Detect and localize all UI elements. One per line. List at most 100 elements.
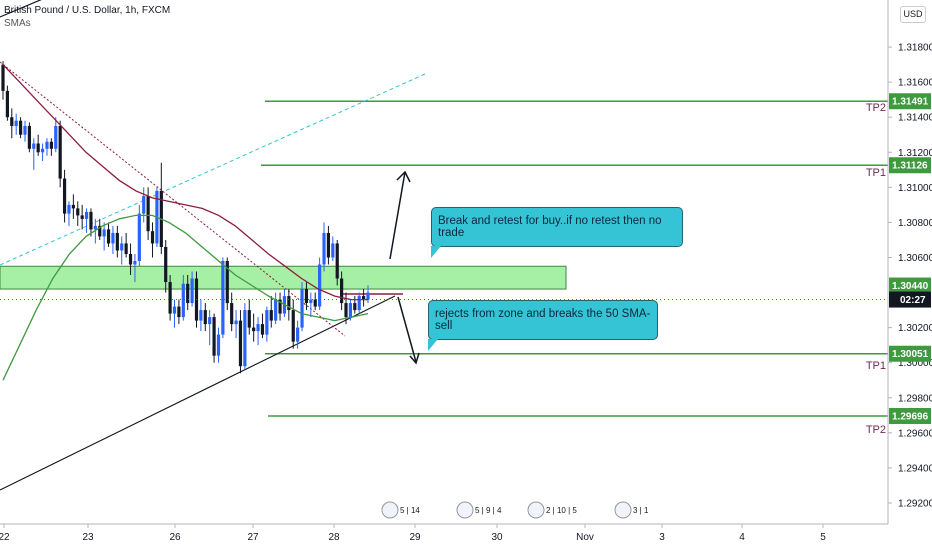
candle-body xyxy=(247,310,251,328)
current-price-tag-bg xyxy=(889,291,931,308)
candle-body xyxy=(296,327,300,342)
sell-note-callout: rejects from zone and breaks the 50 SMA-… xyxy=(428,300,658,351)
upper-trend-line xyxy=(0,0,42,18)
candle-body xyxy=(49,141,53,149)
candle-body xyxy=(318,264,322,307)
candle-body xyxy=(348,303,353,318)
indicator-label: SMAs xyxy=(4,18,31,29)
support-resistance-zone xyxy=(0,265,567,290)
price-tag-label: 1.29696 xyxy=(892,411,929,422)
candle-body xyxy=(326,232,331,258)
event-badge[interactable]: 5 | 14 xyxy=(381,501,420,519)
candle-body xyxy=(230,303,234,325)
candle-body xyxy=(353,303,357,311)
event-badge[interactable]: 3 | 1 xyxy=(614,501,649,519)
symbol-title: British Pound / U.S. Dollar, 1h, FXCM xyxy=(4,5,171,16)
candle-body xyxy=(93,225,97,230)
price-tag-label: 1.31126 xyxy=(892,161,928,172)
candle-body xyxy=(172,306,177,314)
candle-body xyxy=(256,324,260,332)
candle-body xyxy=(260,324,265,335)
candle-body xyxy=(76,208,80,216)
candle-body xyxy=(124,243,128,254)
price-tick-label: 1.31200 xyxy=(898,148,932,159)
candle-body xyxy=(357,296,361,311)
candle-body xyxy=(252,327,256,332)
candle-body xyxy=(18,120,23,135)
down-arrow-head xyxy=(409,352,420,365)
event-badge-icon xyxy=(381,501,399,519)
target-level-label: TP1 xyxy=(866,360,886,372)
candle-body xyxy=(54,125,58,149)
target-level-label: TP1 xyxy=(866,167,886,179)
candle-body xyxy=(27,125,31,149)
candle-body xyxy=(186,283,190,304)
candle-body xyxy=(269,310,273,321)
event-badge-label: 5 | 14 xyxy=(400,506,420,515)
candle-body xyxy=(216,334,221,356)
price-tick-label: 1.31400 xyxy=(898,113,932,124)
candle-body xyxy=(128,253,133,265)
drawing-tools xyxy=(0,0,888,491)
candle-body xyxy=(225,260,229,304)
time-tick-label: 22 xyxy=(0,532,10,543)
channel-dashed-line xyxy=(0,73,426,266)
candle-body xyxy=(58,125,62,179)
candle-body xyxy=(5,90,9,118)
event-badge-icon xyxy=(614,501,632,519)
rising-trend-line xyxy=(0,295,396,491)
sma-slow-line xyxy=(2,214,369,381)
time-tick-label: 23 xyxy=(82,532,94,543)
time-tick-label: Nov xyxy=(576,532,594,543)
event-badge-label: 5 | 9 | 4 xyxy=(475,506,502,515)
price-tag-bg xyxy=(889,93,931,110)
candle-body xyxy=(14,120,18,126)
candle-body xyxy=(23,125,27,135)
time-axis-bg xyxy=(0,524,932,550)
candle-body xyxy=(164,246,168,283)
candle-body xyxy=(221,260,225,335)
time-axis[interactable]: 22 23 26 27 28 29 30 Nov 3 4 5 xyxy=(0,523,932,550)
candle-body xyxy=(199,310,203,321)
price-tick-label: 1.31800 xyxy=(898,43,932,54)
event-badge[interactable]: 5 | 9 | 4 xyxy=(456,501,502,519)
current-price-tag-label: 02:27 xyxy=(900,295,926,306)
event-badge-label: 3 | 1 xyxy=(633,506,649,515)
candle-body xyxy=(212,317,216,356)
candle-body xyxy=(45,141,49,149)
price-axis[interactable]: 1.31800 1.31600 1.31400 1.31200 1.31000 1.308… xyxy=(887,0,932,550)
candle-body xyxy=(142,196,146,214)
event-badge-icon xyxy=(456,501,474,519)
zone-tag-label: 1.30440 xyxy=(892,281,929,292)
price-axis-bg xyxy=(888,0,932,550)
candle-body xyxy=(278,299,282,314)
time-tick-label: 3 xyxy=(659,532,665,543)
candle-body xyxy=(238,320,243,367)
time-tick-label: 29 xyxy=(409,532,421,543)
candle-body xyxy=(177,306,181,318)
price-tick-label: 1.29200 xyxy=(898,498,932,509)
target-level-label: TP2 xyxy=(866,102,886,114)
candle-body xyxy=(67,204,71,214)
candle-body xyxy=(84,211,89,219)
candle-body xyxy=(243,310,247,367)
candle-body xyxy=(168,282,172,314)
candle-body xyxy=(234,320,238,325)
price-tag-bg xyxy=(889,345,931,362)
currency-button[interactable]: USD xyxy=(900,6,926,23)
candle-body xyxy=(344,303,348,318)
candle-body xyxy=(137,213,141,261)
candle-body xyxy=(71,204,75,209)
price-tick-label: 1.30000 xyxy=(898,358,932,369)
time-tick-label: 26 xyxy=(169,532,181,543)
sell-note-text: rejects from zone and breaks the 50 SMA-… xyxy=(435,308,651,332)
up-arrow-shaft xyxy=(389,171,406,260)
candle-body xyxy=(190,278,194,304)
event-badge[interactable]: 2 | 10 | 5 xyxy=(527,501,577,519)
candle-body xyxy=(150,231,155,244)
down-arrow-shaft xyxy=(397,296,417,363)
candle-body xyxy=(208,317,212,325)
sma-fast-line xyxy=(2,64,368,301)
price-tick-label: 1.30800 xyxy=(898,218,932,229)
